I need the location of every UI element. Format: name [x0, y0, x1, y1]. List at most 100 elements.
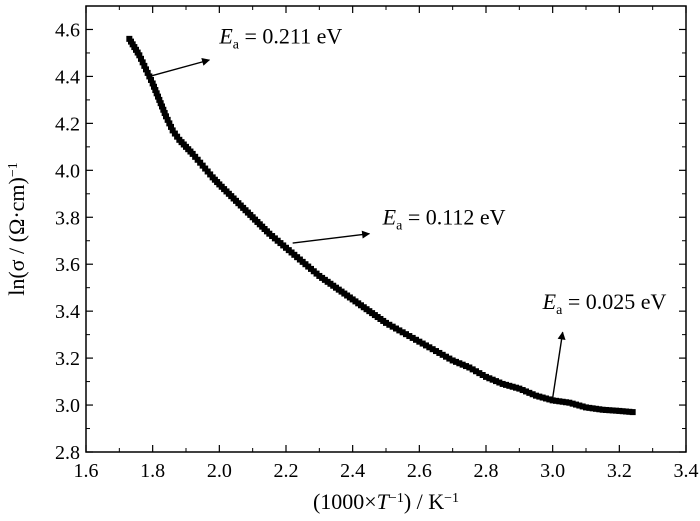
data-point	[429, 346, 436, 353]
y-axis-label-main: ln(σ / (Ω·cm)	[4, 177, 29, 296]
data-point	[433, 348, 439, 355]
data-point	[589, 405, 596, 412]
data-point	[423, 342, 429, 349]
data-point	[516, 385, 523, 392]
x-axis-label: (1000×T−1) / K−1	[313, 489, 459, 514]
data-point	[389, 323, 396, 330]
data-point	[483, 373, 489, 380]
data-point	[160, 106, 167, 113]
data-point	[596, 406, 603, 413]
data-point	[419, 340, 426, 347]
data-point	[139, 59, 146, 66]
data-point	[149, 80, 156, 87]
data-point	[503, 381, 509, 388]
data-point	[386, 321, 393, 328]
data-point	[489, 376, 496, 383]
annotation-value: = 0.112 eV	[402, 204, 505, 229]
annotation-value: = 0.025 eV	[562, 289, 666, 314]
data-point	[559, 398, 566, 405]
data-point	[416, 338, 423, 345]
data-point	[556, 398, 563, 405]
data-point	[609, 407, 616, 414]
data-point	[566, 399, 573, 406]
annotation-value: = 0.211 eV	[239, 24, 342, 49]
data-point	[523, 388, 529, 395]
annotation-var: E	[542, 289, 557, 314]
y-tick-label: 3.6	[55, 254, 80, 276]
data-point	[396, 327, 403, 334]
annotation-arrow	[292, 230, 371, 244]
data-point	[383, 319, 389, 326]
data-point	[619, 408, 626, 415]
data-point	[443, 353, 449, 360]
data-point	[499, 380, 506, 387]
data-point	[583, 404, 589, 411]
data-point	[509, 383, 516, 390]
y-axis-label-sup: −1	[6, 162, 21, 177]
data-point	[539, 394, 546, 401]
data-point	[616, 407, 623, 414]
data-point	[449, 357, 456, 364]
data-point	[586, 404, 593, 411]
x-axis-label-sup2: −1	[444, 491, 459, 506]
y-axis-label: ln(σ / (Ω·cm)−1	[4, 162, 29, 296]
data-point	[603, 406, 609, 413]
y-tick-label: 4.2	[55, 113, 80, 135]
data-point	[466, 364, 473, 371]
data-point	[171, 130, 178, 137]
x-tick-label: 2.4	[340, 460, 365, 482]
x-tick-label: 2.8	[474, 460, 499, 482]
y-tick-label: 3.8	[55, 207, 80, 229]
data-point	[613, 407, 619, 414]
data-point	[152, 87, 159, 94]
data-point	[459, 361, 466, 368]
x-axis-label-sup1: −1	[389, 491, 404, 506]
annotation-label: Ea = 0.025 eV	[542, 289, 667, 318]
data-point	[166, 120, 173, 127]
data-point	[493, 378, 499, 385]
annotation-label: Ea = 0.112 eV	[382, 204, 506, 233]
data-point	[606, 407, 613, 414]
x-tick-label: 3.4	[674, 460, 699, 482]
data-point	[533, 392, 539, 399]
data-point	[155, 93, 161, 100]
data-point	[593, 405, 599, 412]
x-tick-label: 2.6	[407, 460, 432, 482]
annotation-arrow	[551, 331, 566, 399]
data-point	[163, 113, 169, 120]
data-point	[136, 52, 143, 59]
data-point	[529, 391, 536, 398]
data-point	[576, 402, 583, 409]
data-point	[506, 382, 513, 389]
data-point	[549, 397, 556, 404]
annotation-sub: a	[396, 218, 403, 233]
data-point	[496, 379, 503, 386]
data-point	[151, 83, 157, 90]
annotation-sub: a	[556, 303, 563, 318]
data-point	[439, 351, 446, 358]
data-point	[164, 116, 171, 123]
data-point	[426, 344, 433, 351]
data-point	[153, 90, 160, 97]
x-axis-label-prefix: (1000×	[313, 489, 377, 514]
data-point	[413, 336, 419, 343]
x-tick-label: 3.0	[540, 460, 565, 482]
data-point	[409, 334, 416, 341]
annotation-var: E	[382, 204, 397, 229]
data-point	[629, 409, 636, 416]
data-point	[436, 349, 443, 356]
data-point	[626, 408, 633, 415]
data-point	[513, 384, 519, 391]
annotation-label: Ea = 0.211 eV	[218, 24, 342, 53]
data-point	[456, 360, 463, 367]
data-series	[126, 35, 636, 416]
data-point	[453, 358, 459, 365]
data-point	[553, 397, 559, 404]
data-point	[519, 387, 526, 394]
data-point	[486, 375, 493, 382]
x-tick-label: 3.2	[607, 460, 632, 482]
data-point	[168, 123, 174, 130]
data-point	[141, 62, 148, 69]
